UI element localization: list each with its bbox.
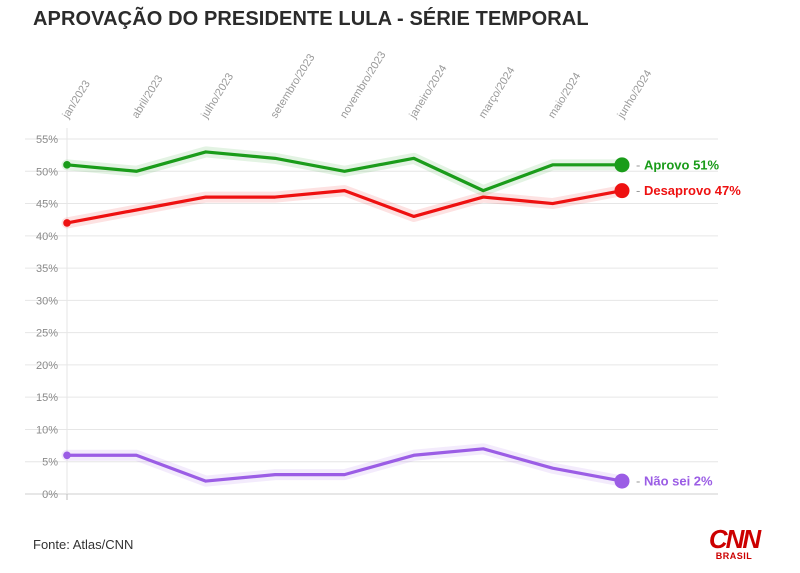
y-tick-label: 55% bbox=[36, 134, 58, 146]
y-tick-label: 15% bbox=[36, 392, 58, 404]
cnn-brasil-logo: CNN BRASIL bbox=[706, 524, 762, 563]
logo-sub-text: BRASIL bbox=[715, 551, 753, 561]
y-tick-label: 20% bbox=[36, 360, 58, 372]
y-tick-labels: 0% 5% 10% 15% 20% 25% 30% 35% 40% 45% 50% 55% bbox=[36, 134, 58, 501]
y-tick-label: 0% bbox=[42, 489, 58, 501]
x-tick-label: julho/2023 bbox=[199, 71, 237, 121]
source-note: Fonte: Atlas/CNN bbox=[33, 537, 134, 552]
y-tick-label: 30% bbox=[36, 295, 58, 307]
series-line-1 bbox=[65, 189, 624, 225]
x-tick-label: março/2024 bbox=[477, 65, 518, 121]
logo-main-text: CNN bbox=[708, 524, 761, 554]
x-tick-label: maio/2024 bbox=[546, 71, 583, 121]
series-end-marker bbox=[614, 473, 630, 489]
series-start-point bbox=[63, 451, 71, 460]
series-end-label: - Desaprovo 47% bbox=[636, 183, 741, 198]
y-tick-label: 25% bbox=[36, 328, 58, 340]
x-tick-label: setembro/2023 bbox=[268, 52, 317, 121]
x-tick-label: novembro/2023 bbox=[338, 49, 389, 120]
x-tick-label: janeiro/2024 bbox=[407, 63, 450, 122]
x-tick-label: junho/2024 bbox=[615, 68, 655, 121]
y-tick-label: 35% bbox=[36, 263, 58, 275]
series-end-marker bbox=[614, 157, 630, 173]
y-tick-label: 5% bbox=[42, 457, 58, 469]
series-start-point bbox=[63, 219, 71, 227]
x-tick-labels: jan/2023 abril/2023 julho/2023 setembro/202… bbox=[60, 49, 655, 121]
series-end-label: - Não sei 2% bbox=[636, 474, 713, 489]
series-layer bbox=[61, 146, 630, 489]
series-end-label: - Aprovo 51% bbox=[636, 157, 720, 172]
y-tick-label: 10% bbox=[36, 424, 58, 436]
y-tick-label: 40% bbox=[36, 231, 58, 243]
series-end-marker bbox=[614, 183, 630, 199]
series-start-point bbox=[63, 161, 71, 169]
x-tick-label: jan/2023 bbox=[60, 78, 93, 121]
grid-layer bbox=[25, 128, 718, 500]
chart-title: APROVAÇÃO DO PRESIDENTE LULA - SÉRIE TEM… bbox=[33, 8, 589, 30]
series-line-0 bbox=[65, 150, 624, 193]
y-tick-label: 50% bbox=[36, 166, 58, 178]
series-line-2 bbox=[65, 447, 624, 483]
x-tick-label: abril/2023 bbox=[130, 73, 166, 120]
end-labels: - Aprovo 51% - Desaprovo 47% - Não sei 2% bbox=[636, 157, 741, 488]
y-tick-label: 45% bbox=[36, 199, 58, 211]
